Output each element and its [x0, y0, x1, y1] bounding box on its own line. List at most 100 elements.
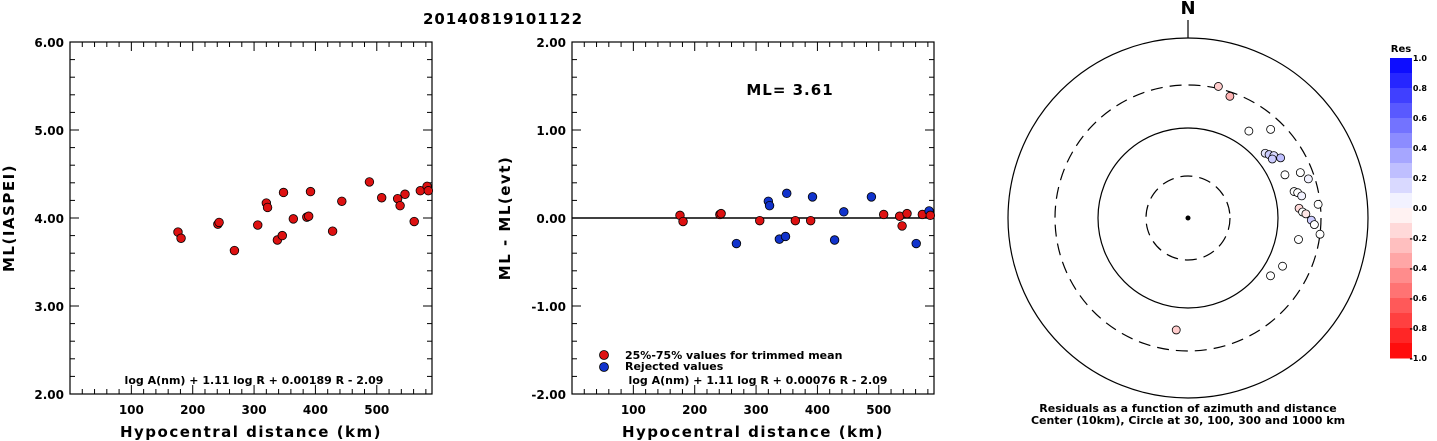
plot2-formula: log A(nm) + 1.11 log R + 0.00076 R - 2.0…: [629, 374, 888, 387]
station-residual-point: [1278, 261, 1287, 271]
colorbar-tick-label: -0.8: [1410, 324, 1428, 333]
ml-data-point: [176, 233, 186, 243]
colorbar-tick-label: -0.4: [1410, 264, 1428, 273]
residual-data-point: [878, 209, 889, 220]
plot2-y-tick-label: 1.00: [536, 124, 566, 138]
residual-vs-distance-plot: 100 200 300 400 500 -2.00 -1.00 0.00 1.00 2.00 ML…: [496, 36, 936, 441]
colorbar-cell: [1390, 208, 1412, 224]
colorbar-title: Res: [1391, 44, 1411, 55]
ml-data-point: [409, 216, 419, 227]
station-residual-point: [1266, 124, 1276, 134]
azimuth-residual-plot: N Residuals as a function of azimuth and…: [1007, 0, 1369, 427]
plot1-formula: log A(nm) + 1.11 log R + 0.00189 R - 2.0…: [125, 374, 384, 387]
plot1-x-tick-label: 200: [180, 403, 205, 417]
residual-data-point: [764, 200, 775, 211]
station-residual-point: [1267, 154, 1277, 164]
plot2-y-axis-label: ML - ML(evt): [496, 156, 514, 280]
residual-data-point: [678, 216, 688, 227]
colorbar-cell: [1390, 163, 1412, 179]
colorbar-cell: [1390, 238, 1412, 254]
ml-data-point: [288, 214, 299, 224]
ml-data-point: [395, 200, 405, 211]
plot1-y-tick-label: 4.00: [34, 212, 64, 226]
ml-data-point: [305, 186, 316, 197]
figure-title: 20140819101122: [423, 10, 583, 28]
colorbar-tick-label: 0.6: [1413, 114, 1428, 123]
colorbar-cell: [1390, 283, 1412, 299]
station-residual-point: [1313, 199, 1323, 209]
polar-caption-line1: Residuals as a function of azimuth and d…: [1039, 402, 1336, 415]
station-residual-point: [1303, 174, 1313, 184]
residual-data-point: [925, 210, 936, 221]
legend-label-rejected: Rejected values: [625, 360, 724, 373]
residual-data-point: [790, 215, 801, 226]
north-label: N: [1180, 0, 1195, 19]
legend-label-accepted: 25%-75% values for trimmed mean: [625, 349, 842, 362]
colorbar-cell: [1390, 148, 1412, 164]
colorbar-tick-label: -1.0: [1410, 354, 1428, 363]
plot2-y-tick-label: -1.00: [531, 300, 566, 314]
residual-data-point: [897, 221, 907, 231]
station-residual-point: [1301, 209, 1311, 219]
plot2-x-tick-label: 300: [744, 403, 769, 417]
plot2-x-tick-label: 400: [805, 403, 830, 417]
station-residual-point: [1297, 191, 1307, 201]
plot1-y-tick-label: 2.00: [34, 388, 64, 402]
colorbar-cell: [1390, 328, 1412, 344]
residual-data-point: [911, 238, 921, 249]
colorbar-tick-labels: 1.0 0.8 0.6 0.4 0.2 0.0 -0.2 -0.4 -0.6 -0.8 -1.0: [1410, 54, 1428, 363]
plot3-points: [1171, 82, 1325, 335]
ml-data-point: [376, 193, 387, 203]
plot2-legend: 25%-75% values for trimmed mean Rejected…: [599, 349, 842, 373]
station-residual-point: [1266, 271, 1275, 281]
ml-data-point: [277, 230, 287, 241]
colorbar-cell: [1390, 103, 1412, 119]
station-residual-point: [1244, 126, 1254, 136]
plot1-points: [173, 177, 434, 256]
plot1-ticks: 100 200 300 400 500 2.00 3.00 4.00 5.00 6.00: [34, 36, 432, 417]
colorbar-cell: [1390, 178, 1412, 194]
station-residual-point: [1225, 91, 1235, 101]
ml-data-point: [364, 177, 375, 187]
plot2-x-tick-label: 500: [866, 403, 891, 417]
ml-data-point: [253, 220, 263, 230]
colorbar-tick-label: 0.0: [1413, 204, 1428, 213]
colorbar-tick-label: 0.2: [1413, 174, 1427, 183]
legend-marker-rejected: [599, 362, 609, 372]
residual-data-point: [755, 215, 765, 226]
ml-data-point: [423, 186, 434, 196]
ring-1000km: [1007, 37, 1369, 399]
plot1-y-tick-label: 6.00: [34, 36, 64, 50]
station-residual-point: [1309, 220, 1319, 230]
plot2-x-tick-label: 100: [621, 403, 646, 417]
polar-caption-line2: Center (10km), Circle at 30, 100, 300 an…: [1031, 414, 1345, 427]
plot2-y-tick-label: 2.00: [536, 36, 566, 50]
colorbar-tick-label: -0.6: [1410, 294, 1428, 303]
colorbar-cell: [1390, 268, 1412, 284]
ring-30km: [1145, 175, 1231, 261]
colorbar-cell: [1390, 298, 1412, 314]
ml-data-point: [214, 217, 224, 228]
residual-data-point: [780, 231, 791, 242]
residual-data-point: [866, 192, 877, 202]
legend-marker-accepted: [599, 350, 609, 360]
residual-data-point: [782, 188, 792, 199]
colorbar-cell: [1390, 223, 1412, 239]
residual-colorbar: Res 1.0 0.8 0.6 0.4 0.2 0.0 -0.2 -0.4 -0.6 -0.8 -1…: [1390, 44, 1427, 363]
residual-data-point: [731, 238, 742, 249]
station-residual-point: [1294, 235, 1303, 244]
colorbar-cell: [1390, 343, 1412, 359]
plot2-x-axis-label: Hypocentral distance (km): [622, 423, 884, 441]
colorbar-cell: [1390, 313, 1412, 329]
station-residual-point: [1171, 325, 1181, 335]
colorbar-tick-label: 0.8: [1413, 84, 1428, 93]
colorbar-cells: [1390, 58, 1412, 359]
epicenter-marker: [1185, 215, 1191, 221]
plot1-x-tick-label: 100: [119, 403, 144, 417]
residual-data-point: [902, 208, 912, 219]
plot2-ticks: 100 200 300 400 500 -2.00 -1.00 0.00 1.00 2.00: [531, 36, 934, 417]
ml-data-point: [262, 202, 273, 213]
ml-data-point: [278, 187, 289, 198]
ml-data-point: [327, 226, 338, 236]
